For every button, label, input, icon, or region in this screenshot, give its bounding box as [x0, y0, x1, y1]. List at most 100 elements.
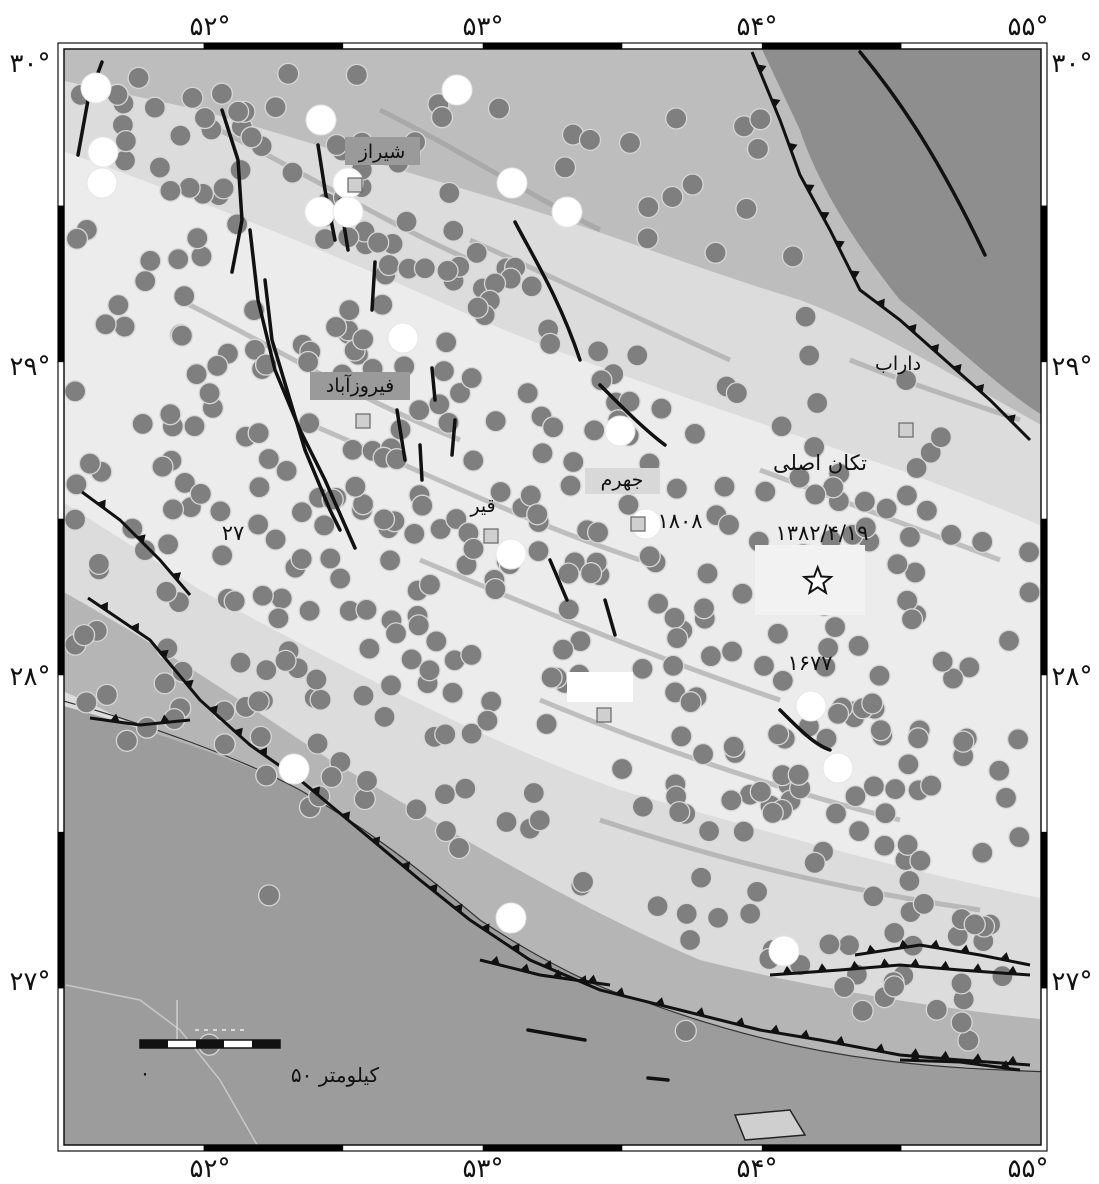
epicenter-marker: [94, 313, 117, 336]
epicenter-marker: [400, 648, 423, 671]
epicenter-marker: [255, 658, 278, 682]
frame-bar: [1041, 205, 1047, 363]
epicenter-marker: [428, 393, 451, 416]
epicenter-marker: [344, 475, 367, 498]
epicenter-marker: [662, 654, 685, 677]
scale-bar: ۰ کیلومتر ۵۰: [139, 1029, 380, 1087]
thrust-tooth: [930, 939, 940, 949]
epicenter-marker: [249, 725, 272, 749]
epicenter-marker: [243, 338, 267, 361]
thrust-fault-line: [87, 596, 1031, 1067]
epicenter-marker: [553, 156, 577, 179]
epicenter-marker: [997, 629, 1021, 652]
epicenter-marker: [78, 452, 102, 475]
epicenter-marker: [1018, 581, 1041, 604]
thrust-tooth: [876, 298, 885, 308]
epicenter-marker: [571, 870, 595, 894]
epicenter-marker: [320, 765, 343, 789]
epicenter-marker: [638, 545, 661, 568]
thrust-tooth: [970, 1056, 980, 1065]
epicenter-marker: [696, 562, 719, 585]
thrust-tooth: [782, 965, 793, 975]
epicenter-marker: [713, 475, 736, 498]
epicenter-marker: [851, 999, 874, 1023]
thrust-tooth: [542, 960, 553, 970]
epicenter-marker: [309, 688, 332, 711]
epicenter-marker: [465, 241, 488, 265]
epicenter-marker: [732, 820, 755, 843]
epicenter-marker: [833, 975, 856, 999]
lon-label-top: ۵۳°: [463, 12, 504, 42]
lon-label-top: ۵۲°: [190, 12, 231, 42]
epicenter-marker: [720, 640, 744, 663]
epicenter-marker: [678, 928, 702, 952]
thrust-tooth: [490, 955, 500, 965]
epicenter-marker: [539, 332, 562, 356]
epicenter-marker: [895, 484, 919, 507]
fault-line: [316, 143, 337, 242]
epicenter-marker: [583, 419, 606, 442]
epicenter-marker: [869, 719, 892, 742]
epicenter-marker: [72, 623, 96, 647]
epicenter-marker: [487, 97, 511, 120]
epicenter-marker: [462, 449, 485, 472]
epicenter-marker: [586, 521, 610, 544]
epicenter-marker: [131, 412, 154, 436]
epicenter-marker: [941, 667, 965, 690]
scale-zero: ۰: [140, 1061, 151, 1085]
epicenter-marker: [886, 553, 909, 576]
epicenter-marker: [257, 447, 280, 471]
epicenter-marker: [854, 516, 877, 539]
thrust-tooth: [866, 944, 877, 954]
thrust-tooth: [1006, 414, 1016, 424]
mainshock-star: [801, 564, 834, 595]
epicenter-marker: [823, 615, 847, 639]
thrust-tooth: [800, 1029, 810, 1039]
epicenter-marker: [384, 622, 408, 645]
epicenter-marker: [900, 608, 924, 631]
epicenter-marker: [950, 1011, 973, 1034]
epicenter-marker: [749, 780, 772, 803]
thrust-tooth: [510, 943, 520, 953]
epicenter-marker: [425, 630, 448, 653]
thrust-tooth: [208, 705, 218, 715]
fault-line: [778, 708, 832, 752]
epicenter-marker: [247, 421, 270, 445]
thrust-tooth: [952, 364, 962, 374]
epicenter-marker: [64, 508, 87, 531]
epicenter-marker: [156, 637, 179, 660]
frame-bar: [203, 1145, 344, 1151]
epicenter-marker: [884, 777, 907, 801]
epicenter-marker: [114, 129, 138, 153]
epicenter-marker: [794, 305, 817, 328]
epicenter-marker: [65, 227, 89, 250]
epicenter-marker: [248, 476, 271, 499]
thrust-tooth: [695, 1007, 705, 1017]
epicenter-marker: [766, 622, 790, 645]
epicenter-marker: [306, 732, 329, 755]
epicenter-marker: [183, 414, 206, 438]
epicenter-marker: [159, 179, 182, 202]
epicenter-marker: [746, 137, 770, 161]
epicenter-marker: [64, 380, 87, 403]
epicenter-marker: [874, 802, 897, 825]
thrust-tooth: [428, 883, 438, 894]
epicenter-marker: [528, 809, 551, 832]
fault-line: [450, 418, 457, 457]
epicenter-marker: [909, 849, 932, 872]
historic-event-marker: [551, 196, 583, 228]
lon-label-bottom: ۵۵°: [1008, 1154, 1049, 1184]
epicenter-marker: [971, 841, 994, 864]
epicenter-marker: [862, 775, 886, 798]
epicenter-marker: [413, 257, 437, 280]
city-square-icon: [898, 422, 914, 438]
epicenter-marker: [586, 340, 610, 363]
lon-label-top: ۵۴°: [737, 12, 778, 42]
epicenter-marker: [559, 474, 582, 497]
epicenter-marker: [636, 227, 659, 250]
epicenter-marker: [185, 363, 208, 386]
epicenter-marker: [699, 644, 723, 668]
epicenter-marker: [169, 124, 192, 147]
fault-line: [598, 383, 667, 447]
frame-bar: [1041, 831, 1047, 989]
